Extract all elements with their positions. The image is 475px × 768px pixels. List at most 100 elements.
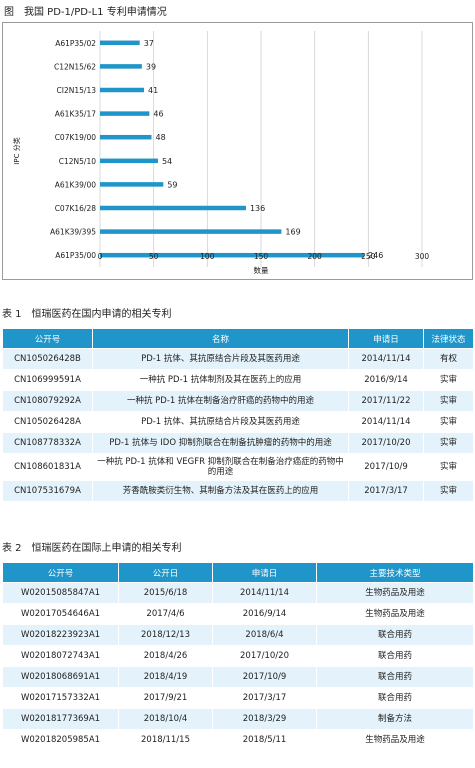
- table-cell: 2015/6/18: [118, 582, 213, 604]
- table-header-row: 公开号 公开日 申请日 主要技术类型: [2, 562, 474, 583]
- bar: [100, 134, 152, 140]
- table-cell: 2017/10/9: [348, 453, 424, 481]
- table-cell: W02018072743A1: [2, 645, 119, 667]
- bar: [100, 182, 164, 187]
- table-header-row: 公开号 名称 申请日 法律状态: [2, 328, 474, 349]
- data-label: 41: [148, 86, 158, 95]
- table-row: W02018068691A1 2018/4/19 2017/10/9 联合用药: [2, 666, 474, 688]
- x-tick-label: 50: [149, 252, 159, 261]
- table-cell: 2017/11/22: [348, 390, 424, 412]
- table-row: W02015085847A1 2015/6/18 2014/11/14 生物药品及用途: [2, 582, 474, 604]
- table-cell: 2018/3/29: [212, 708, 317, 730]
- column-header: 法律状态: [423, 328, 474, 349]
- table-cell: 2018/4/26: [118, 645, 213, 667]
- column-header: 公开号: [2, 328, 93, 349]
- table2-title: 表 2 恒瑞医药在国际上申请的相关专利: [2, 543, 182, 554]
- column-header: 申请日: [348, 328, 424, 349]
- table-cell: 2014/11/14: [212, 582, 317, 604]
- table-cell: 2016/9/14: [212, 603, 317, 625]
- table-row: CN108079292A 一种抗 PD-1 抗体在制备治疗肝癌的药物中的用途 201…: [2, 390, 474, 412]
- x-tick-label: 250: [361, 252, 376, 261]
- table-cell: W02015085847A1: [2, 582, 119, 604]
- category-label: CI2N15/13: [57, 86, 97, 95]
- table-cell: CN105026428A: [2, 411, 93, 433]
- table-cell: 2018/12/13: [118, 624, 213, 646]
- table-cell: 芳香酰胺类衍生物、其制备方法及其在医药上的应用: [92, 480, 349, 502]
- column-header: 主要技术类型: [316, 562, 474, 583]
- table-cell: W02018205985A1: [2, 729, 119, 751]
- table-cell: CN107531679A: [2, 480, 93, 502]
- bar: [100, 229, 282, 234]
- table-cell: 联合用药: [316, 687, 474, 709]
- table-row: W02018072743A1 2018/4/26 2017/10/20 联合用药: [2, 645, 474, 667]
- table-row: W02017054646A1 2017/4/6 2016/9/14 生物药品及用途: [2, 603, 474, 625]
- data-label: 39: [146, 62, 156, 71]
- category-label: C07K16/28: [55, 204, 97, 213]
- table-cell: 生物药品及用途: [316, 729, 474, 751]
- table-international-patents: 公开号 公开日 申请日 主要技术类型 W02015085847A1 2015/6/…: [2, 562, 474, 751]
- bar: [100, 158, 158, 164]
- column-header: 公开号: [2, 562, 119, 583]
- x-tick-label: 300: [415, 252, 430, 261]
- table-cell: PD-1 抗体、其抗原结合片段及其医药用途: [92, 348, 349, 370]
- bar: [100, 205, 246, 211]
- table-row: W02018177369A1 2018/10/4 2018/3/29 制备方法: [2, 708, 474, 730]
- table-cell: 实审: [423, 480, 474, 502]
- table-cell: 2017/4/6: [118, 603, 213, 625]
- bar-chart-svg: 37 A61P35/02 39 C12N15/62 41 CI2N15/13 46 A61K3…: [12, 31, 430, 275]
- table-cell: 2018/11/15: [118, 729, 213, 751]
- table-cell: 一种抗 PD-1 抗体和 VEGFR 抑制剂联合在制备治疗癌症的药物中的用途: [92, 453, 349, 481]
- category-label: A61K39/395: [50, 228, 96, 237]
- table-row: CN108601831A 一种抗 PD-1 抗体和 VEGFR 抑制剂联合在制备治…: [2, 453, 474, 481]
- table-cell: PD-1 抗体、其抗原结合片段及其医药用途: [92, 411, 349, 433]
- column-header: 名称: [92, 328, 349, 349]
- table-cell: 2014/11/14: [348, 348, 424, 370]
- table-cell: 2018/4/19: [118, 666, 213, 688]
- x-tick-label: 0: [98, 252, 103, 261]
- bar: [100, 111, 150, 116]
- category-label: A61P35/02: [55, 39, 96, 48]
- table-cell: W02018223923A1: [2, 624, 119, 646]
- bar-chart: 37 A61P35/02 39 C12N15/62 41 CI2N15/13 46 A61K3…: [2, 22, 473, 280]
- category-label: C12N5/10: [59, 157, 96, 166]
- table-cell: 生物药品及用途: [316, 603, 474, 625]
- category-label: C07K19/00: [55, 133, 97, 142]
- table-cell: 有权: [423, 348, 474, 370]
- table-cell: W02017157332A1: [2, 687, 119, 709]
- table-cell: CN108778332A: [2, 432, 93, 454]
- table-cell: 制备方法: [316, 708, 474, 730]
- data-label: 136: [250, 204, 265, 213]
- x-tick-label: 200: [308, 252, 323, 261]
- x-axis-title: 数量: [254, 265, 269, 275]
- x-tick-label: 150: [254, 252, 269, 261]
- table-row: CN105026428A PD-1 抗体、其抗原结合片段及其医药用途 2014/11…: [2, 411, 474, 433]
- table-cell: 联合用药: [316, 624, 474, 646]
- category-label: A61P35/00: [55, 251, 96, 260]
- table-cell: 2017/10/20: [348, 432, 424, 454]
- column-header: 公开日: [118, 562, 213, 583]
- table-cell: CN106999591A: [2, 369, 93, 391]
- table-cell: 实审: [423, 432, 474, 454]
- category-label: A61K39/00: [55, 180, 96, 189]
- table-cell: 2014/11/14: [348, 411, 424, 433]
- table-cell: PD-1 抗体与 IDO 抑制剂联合在制备抗肿瘤的药物中的用途: [92, 432, 349, 454]
- table-cell: 联合用药: [316, 666, 474, 688]
- table-cell: 2017/3/17: [348, 480, 424, 502]
- y-axis-title: IPC 分类: [12, 137, 21, 164]
- bar: [100, 252, 365, 258]
- table-cell: W02018177369A1: [2, 708, 119, 730]
- category-label: A61K35/17: [55, 110, 96, 119]
- table-cell: CN108079292A: [2, 390, 93, 412]
- table-cell: 实审: [423, 411, 474, 433]
- table-cell: 2018/10/4: [118, 708, 213, 730]
- column-header: 申请日: [212, 562, 317, 583]
- table-cell: W02017054646A1: [2, 603, 119, 625]
- data-label: 169: [285, 228, 300, 237]
- table-cell: 实审: [423, 369, 474, 391]
- table-row: CN107531679A 芳香酰胺类衍生物、其制备方法及其在医药上的应用 2017/…: [2, 480, 474, 502]
- table-cell: 2016/9/14: [348, 369, 424, 391]
- table-cell: 实审: [423, 453, 474, 481]
- data-label: 59: [167, 180, 177, 189]
- data-label: 54: [162, 157, 172, 166]
- table-cell: W02018068691A1: [2, 666, 119, 688]
